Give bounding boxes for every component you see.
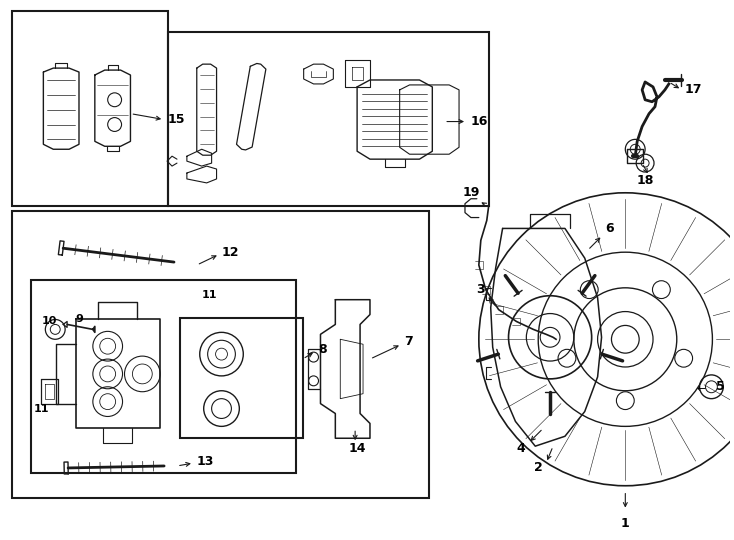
Text: 11: 11 <box>34 403 49 414</box>
Bar <box>12 211 429 498</box>
Text: 2: 2 <box>534 462 542 475</box>
Text: 12: 12 <box>222 246 239 259</box>
Text: 8: 8 <box>319 343 327 356</box>
Circle shape <box>581 281 598 299</box>
Text: 14: 14 <box>348 442 366 455</box>
Bar <box>180 318 302 438</box>
Text: 18: 18 <box>636 174 654 187</box>
Text: 15: 15 <box>167 113 184 126</box>
Bar <box>32 280 296 473</box>
Text: 19: 19 <box>462 186 479 199</box>
Text: 13: 13 <box>197 455 214 468</box>
Circle shape <box>617 392 634 409</box>
Text: 11: 11 <box>202 290 217 300</box>
Text: 9: 9 <box>75 314 83 325</box>
Circle shape <box>558 349 576 367</box>
Text: 3: 3 <box>476 284 485 296</box>
Circle shape <box>675 349 693 367</box>
Bar <box>12 11 168 206</box>
Circle shape <box>653 281 670 299</box>
Bar <box>168 32 489 206</box>
Text: 16: 16 <box>471 115 488 128</box>
Text: 5: 5 <box>716 380 725 393</box>
Text: ←: ← <box>697 384 706 394</box>
Text: 7: 7 <box>404 335 413 348</box>
Text: 6: 6 <box>606 222 614 235</box>
Text: 17: 17 <box>685 83 702 96</box>
Text: 1: 1 <box>621 517 630 530</box>
Text: 10: 10 <box>41 316 57 327</box>
Text: 4: 4 <box>516 442 525 455</box>
